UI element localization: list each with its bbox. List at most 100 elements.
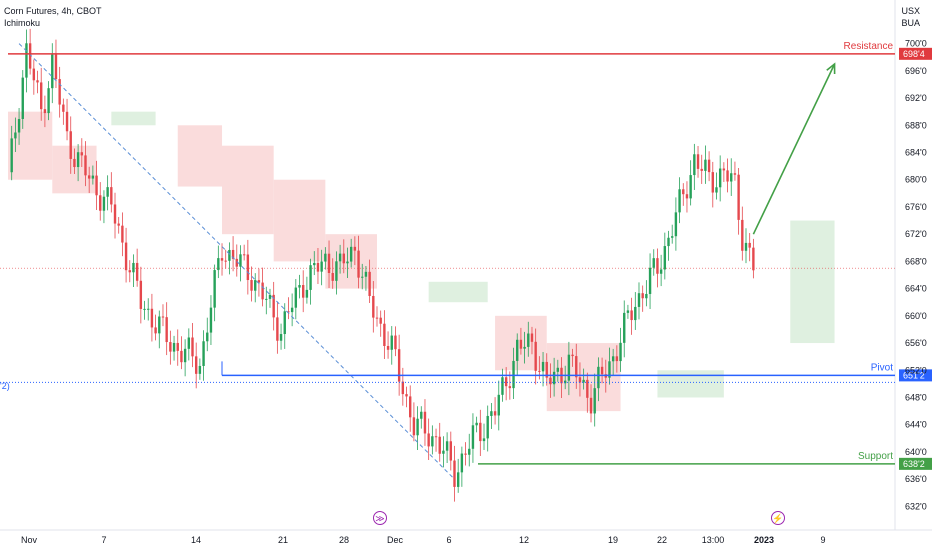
x-tick-label: 14 [191, 535, 201, 545]
candle [486, 415, 489, 439]
candle [316, 262, 320, 272]
y-tick-label: 684'0 [905, 148, 927, 158]
candle [172, 342, 176, 352]
candle [718, 168, 722, 188]
candle [298, 285, 301, 288]
candle [383, 323, 386, 346]
candle [302, 285, 305, 298]
candle [69, 131, 72, 159]
candle [442, 450, 445, 454]
candle [128, 270, 131, 273]
indicator-label[interactable]: Ichimoku [4, 18, 41, 28]
candle [645, 293, 648, 299]
candle [527, 333, 530, 347]
candle [99, 195, 102, 211]
y-tick-label: 656'0 [905, 338, 927, 348]
candle [471, 425, 475, 449]
ichimoku-cloud-bullish [111, 111, 156, 126]
candle [338, 253, 342, 262]
candle [593, 388, 596, 414]
candle [213, 270, 216, 308]
candle [460, 453, 464, 473]
candle [187, 337, 191, 349]
candle [567, 354, 571, 381]
x-tick-label: 6 [446, 535, 451, 545]
downtrend-line[interactable] [18, 43, 455, 480]
y-tick-label: 700'0 [905, 39, 927, 49]
candle [132, 262, 135, 273]
candle [700, 168, 703, 171]
candle [508, 386, 512, 389]
candle [287, 311, 290, 313]
pivot-price-tag-text: 651'2 [903, 370, 925, 380]
target-arrow-head [826, 62, 836, 75]
candle [224, 260, 227, 262]
candle [268, 294, 272, 299]
candle [626, 310, 630, 313]
candle [51, 54, 54, 89]
candle [634, 306, 637, 321]
candle [305, 289, 309, 298]
candle [615, 356, 619, 362]
candle [327, 253, 331, 274]
candle [696, 154, 700, 169]
candle [397, 349, 401, 382]
candle [523, 346, 526, 349]
candle [58, 79, 61, 105]
candle [353, 246, 357, 251]
candle [121, 225, 124, 243]
candle [637, 293, 641, 307]
candle [416, 418, 419, 436]
candle [504, 377, 508, 387]
candle [648, 267, 652, 294]
candle [235, 258, 238, 267]
dividend-marker[interactable] [373, 511, 387, 525]
candle [493, 411, 497, 416]
candle [117, 223, 120, 226]
candle [744, 242, 748, 251]
candle [217, 258, 220, 271]
candle [412, 417, 416, 436]
candle [390, 335, 393, 350]
candle [589, 397, 593, 414]
candle [110, 187, 113, 205]
candle [135, 262, 139, 281]
candle [25, 43, 28, 78]
y-tick-label: 664'0 [905, 284, 927, 294]
candle [490, 411, 493, 416]
candle [656, 258, 659, 274]
candle [711, 172, 714, 193]
candle [40, 82, 43, 110]
y-tick-label: 680'0 [905, 175, 927, 185]
candle [611, 356, 615, 362]
candle [324, 253, 327, 262]
candle [272, 294, 275, 318]
candle [76, 152, 80, 168]
candle [335, 261, 338, 281]
y-tick-label: 652'0 [905, 365, 927, 375]
candle [552, 371, 556, 385]
candle [246, 254, 250, 281]
x-tick-label: 7 [101, 535, 106, 545]
ichimoku-cloud-bearish [177, 125, 223, 187]
candle [290, 307, 294, 313]
candle [571, 354, 574, 357]
x-tick-label: 13:00 [702, 535, 725, 545]
flash-marker[interactable] [771, 511, 785, 525]
candle [87, 175, 91, 179]
candle [453, 460, 456, 487]
x-tick-label: Nov [21, 535, 38, 545]
y-tick-label: 672'0 [905, 229, 927, 239]
candle [497, 394, 500, 416]
candle [479, 422, 482, 442]
candle [707, 159, 711, 173]
candle [671, 236, 674, 238]
candle [169, 342, 172, 352]
target-arrow[interactable] [752, 63, 836, 235]
candle [62, 104, 65, 112]
candle [84, 155, 87, 176]
candle [139, 280, 143, 309]
candle [464, 453, 467, 455]
candle [32, 68, 36, 81]
